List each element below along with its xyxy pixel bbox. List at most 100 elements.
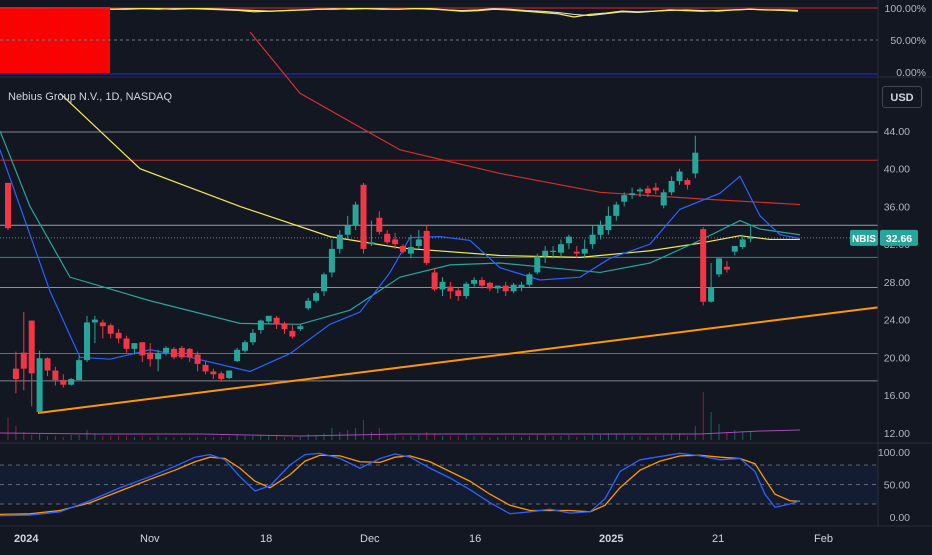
candle-body [439, 281, 446, 290]
candle-body [328, 248, 335, 273]
candle-body [68, 379, 75, 385]
candle-body [660, 192, 667, 206]
candle-body [652, 187, 659, 191]
candle-body [273, 317, 280, 325]
time-tick-label: Feb [814, 533, 833, 545]
top-tick-label: 0.00% [896, 67, 926, 79]
price-tag: 32.66 [886, 233, 912, 245]
candle-body [360, 184, 367, 249]
candle-body [668, 180, 675, 193]
candle-body [692, 152, 699, 174]
candle-body [99, 322, 106, 327]
price-tick-label: 40.00 [884, 164, 910, 176]
candle-body [534, 256, 541, 273]
candle-body [163, 347, 169, 353]
candle-body [344, 225, 351, 235]
candle-body [479, 279, 485, 286]
candle-body [147, 352, 154, 360]
candle-body [178, 347, 185, 358]
candle-body [305, 300, 312, 309]
candle-body [28, 320, 35, 374]
price-tick-label: 36.00 [884, 201, 910, 213]
ma-red-line [249, 31, 801, 206]
candle-body [502, 285, 509, 292]
candle-body [12, 368, 19, 380]
top-pane-bg [0, 0, 878, 75]
candle-body [5, 182, 11, 229]
stoch-tick-label: 0.00 [890, 512, 911, 524]
candle-body [747, 237, 754, 239]
candle-body [226, 370, 233, 379]
top-tick-label: 100.00% [885, 3, 926, 15]
candle-body [447, 286, 454, 292]
candle-body [139, 342, 146, 356]
candle-body [581, 248, 588, 254]
top-osc-yellow-line [110, 7, 799, 18]
candle-body [242, 342, 248, 351]
candle-body [376, 217, 383, 232]
time-tick-label: 16 [469, 533, 481, 545]
candle-body [676, 171, 683, 181]
candle-body [336, 234, 343, 249]
candle-body [281, 323, 288, 330]
time-tick-label: Nov [140, 533, 160, 545]
candle-body [384, 233, 391, 243]
time-tick-label: 21 [712, 533, 724, 545]
candle-body [542, 250, 549, 257]
candle-body [455, 290, 462, 297]
candle-body [621, 195, 628, 202]
candle-body [52, 370, 59, 380]
candle-body [431, 272, 438, 290]
candle-body [155, 353, 162, 360]
candle-body [684, 180, 691, 185]
candle-body [629, 193, 636, 196]
candle-body [486, 282, 493, 289]
candle-body [60, 379, 67, 385]
candle-body [123, 338, 130, 349]
currency-button[interactable]: USD [882, 86, 922, 108]
top-tick-label: 50.00% [890, 35, 926, 47]
candle-body [723, 266, 730, 270]
candle-body [20, 352, 27, 369]
candle-body [471, 279, 478, 284]
pane-divider [0, 76, 932, 78]
chart-title: Nebius Group N.V., 1D, NASDAQ [8, 91, 173, 103]
time-tick-label: 2025 [599, 533, 623, 545]
candle-body [558, 244, 564, 253]
stoch-k-line [0, 452, 801, 517]
candle-body [202, 364, 209, 372]
candle-body [84, 322, 90, 361]
symbol-tag: NBIS [852, 234, 876, 245]
candle-body [573, 251, 580, 254]
candle-body [313, 293, 320, 301]
ema-teal-line [0, 130, 801, 325]
volume-ma-line [0, 429, 801, 437]
time-tick-label: Dec [360, 533, 380, 545]
candle-body [289, 330, 296, 337]
candle-body [368, 242, 375, 245]
time-axis-bg [0, 526, 932, 550]
candle-body [76, 360, 83, 380]
candle-body [597, 225, 604, 235]
candle-body [731, 246, 738, 252]
time-tick-label: 2024 [14, 533, 39, 545]
candle-body [423, 230, 430, 264]
candle-body [44, 358, 51, 371]
candle-body [234, 349, 241, 362]
candle-body [321, 274, 327, 292]
candle-body [518, 284, 525, 288]
candle-body [210, 371, 217, 375]
candle-body [257, 320, 264, 330]
candle-body [550, 250, 557, 252]
candle-body [463, 283, 470, 297]
candle-body [605, 215, 612, 231]
candle-body [613, 204, 620, 216]
candle-body [700, 229, 707, 302]
candle-body [107, 325, 114, 334]
stoch-tick-label: 100.00 [878, 447, 910, 459]
price-tick-label: 20.00 [884, 352, 910, 364]
candle-body [115, 332, 122, 339]
candle-body [194, 354, 201, 364]
